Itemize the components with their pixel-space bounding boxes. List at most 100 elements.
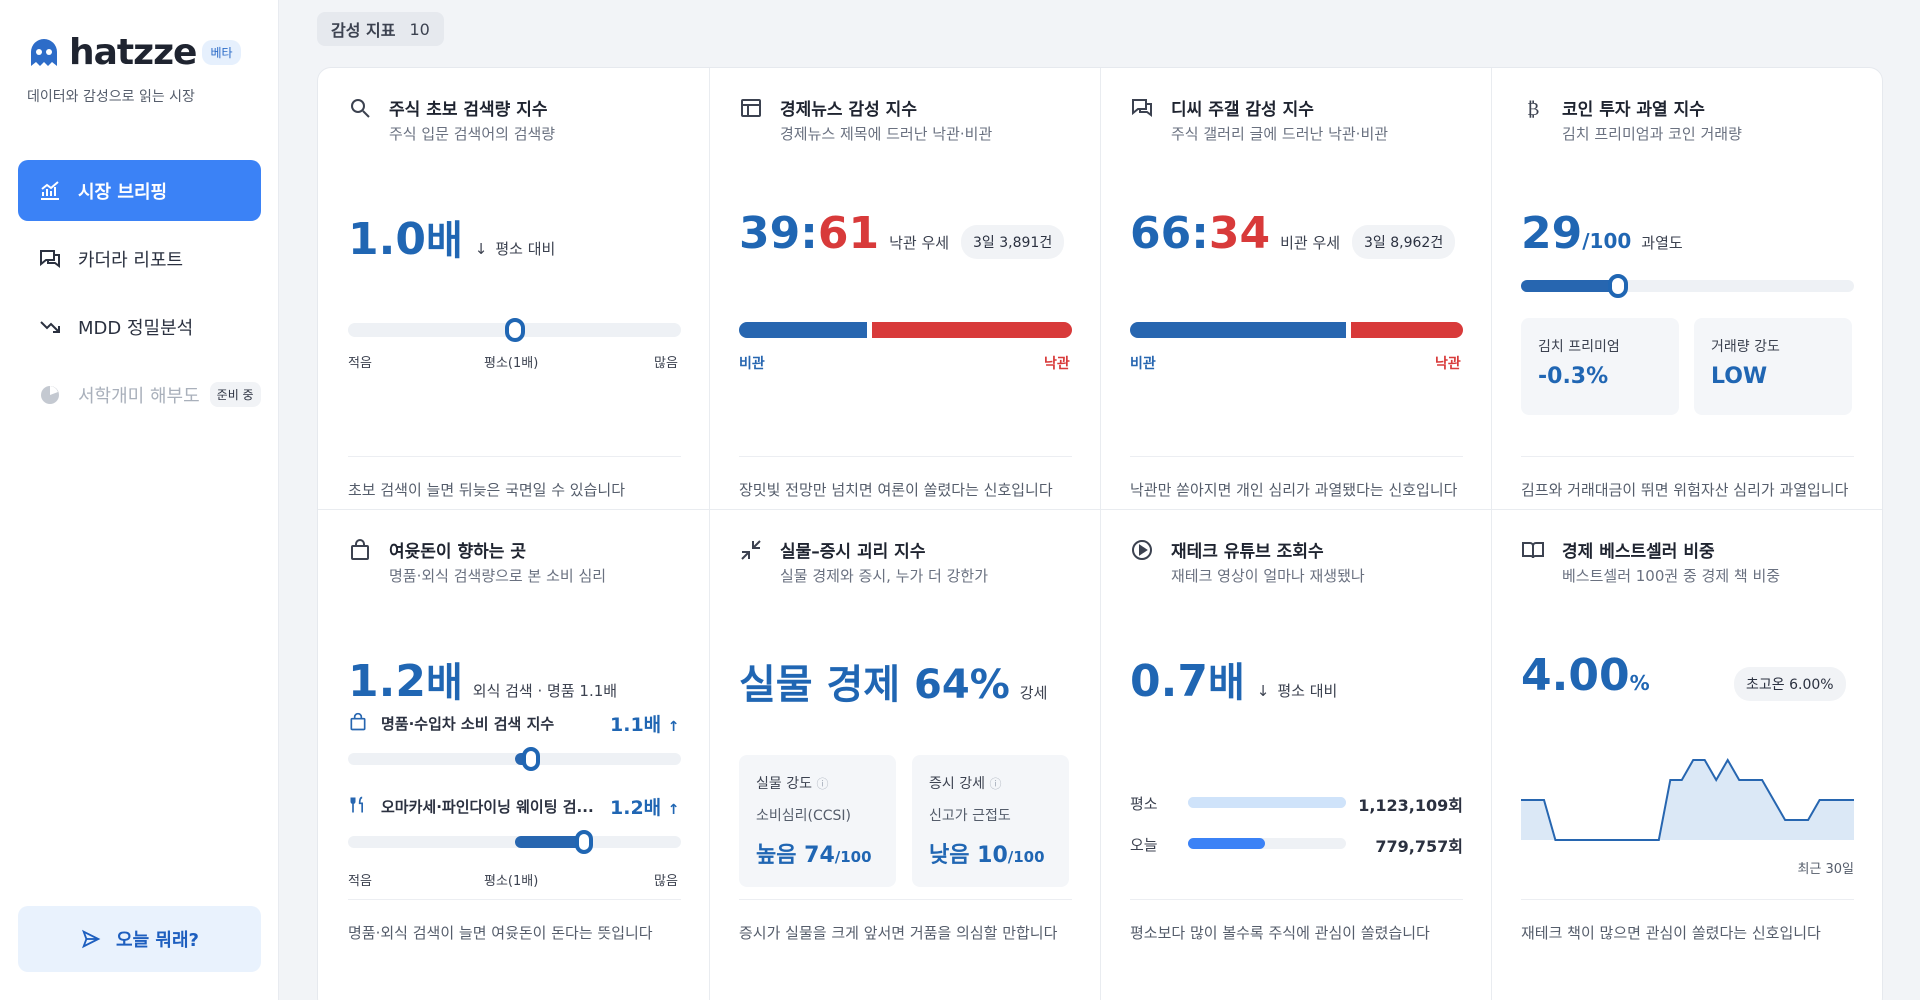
peak-badge: 초고온 6.00%: [1734, 667, 1846, 701]
card-title: 디씨 주갤 감성 지수: [1171, 100, 1314, 120]
section-tag: 감성 지표 10: [317, 12, 444, 46]
play-circle-icon: [1130, 538, 1154, 562]
bearish-label: 비관: [739, 356, 765, 372]
card-footer: 초보 검색이 늘면 뒤늦은 국면일 수 있습니다: [348, 456, 681, 500]
card-title: 주식 초보 검색량 지수: [389, 100, 548, 120]
value-unit: %: [1629, 671, 1650, 695]
section-count: 10: [409, 19, 430, 39]
sidebar-item-rumor-report[interactable]: 카더라 리포트: [18, 228, 261, 289]
tagline: 데이터와 감성으로 읽는 시장: [27, 89, 195, 105]
gauge-high-label: 많음: [654, 874, 678, 889]
indicator-grid: 주식 초보 검색량 지수 주식 입문 검색어의 검색량 1.0 배 ↓ 평소 대…: [317, 67, 1883, 1000]
card-title: 실물–증시 괴리 지수: [780, 542, 926, 562]
bullish-segment: [1351, 322, 1463, 338]
value-number: 1.0: [348, 214, 426, 265]
card-subtitle: 주식 갤러리 글에 드러난 낙관·비관: [1171, 125, 1389, 143]
bullish-segment: [871, 322, 1072, 338]
bearish-label: 비관: [1130, 356, 1156, 372]
divider: [1100, 68, 1101, 1000]
bag-icon: [348, 712, 368, 736]
sidebar-item-market-briefing[interactable]: 시장 브리핑: [18, 160, 261, 221]
pos-ratio: 34: [1208, 208, 1271, 259]
help-icon[interactable]: ⓘ: [816, 777, 829, 791]
arrow-down-icon: ↓: [1256, 682, 1270, 700]
card-real-vs-market[interactable]: 실물–증시 괴리 지수 실물 경제와 증시, 누가 더 강한가 실물 경제 64…: [709, 510, 1100, 952]
card-title: 여윳돈이 향하는 곳: [389, 542, 526, 562]
card-youtube-views[interactable]: 재테크 유튜브 조회수 재테크 영상이 얼마나 재생됐나 0.7 배 ↓ 평소 …: [1100, 510, 1491, 952]
card-subtitle: 베스트셀러 100권 중 경제 책 비중: [1562, 567, 1781, 585]
value-number: 29: [1521, 208, 1583, 259]
row-value: 1,123,109회: [1358, 796, 1463, 815]
value-number: 실물 경제 64%: [739, 662, 1010, 708]
divider: [1491, 68, 1492, 1000]
card-subtitle: 재테크 영상이 얼마나 재생됐나: [1171, 567, 1365, 585]
box-title-text: 실물 강도: [756, 776, 812, 792]
kimchi-premium-box: 김치 프리미엄 -0.3%: [1521, 318, 1679, 415]
bestseller-area-chart: [1521, 757, 1854, 841]
ratio-sep: :: [800, 208, 818, 259]
gauge-fill: [1521, 280, 1618, 292]
sentiment-bar: [1130, 322, 1463, 338]
area-fill: [1521, 760, 1854, 840]
today-button[interactable]: 오늘 뭐래?: [18, 906, 261, 972]
card-beginner-search[interactable]: 주식 초보 검색량 지수 주식 입문 검색어의 검색량 1.0 배 ↓ 평소 대…: [318, 68, 709, 510]
card-footer: 명품·외식 검색이 늘면 여윳돈이 돈다는 뜻입니다: [348, 899, 681, 943]
value-unit: 배: [1207, 660, 1245, 706]
value-note: 강세: [1019, 684, 1048, 702]
row-value: 1.2배 ↑: [610, 793, 680, 820]
kimchi-label: 김치 프리미엄: [1538, 339, 1620, 355]
card-footer: 증시가 실물을 크게 앞서면 거품을 의심할 만합니다: [739, 899, 1072, 943]
gauge-knob: [1607, 274, 1628, 298]
arrow-down-icon: ↓: [474, 240, 488, 258]
logo[interactable]: hatzze 베타: [27, 32, 241, 73]
gauge-knob: [522, 747, 541, 771]
coming-soon-badge: 준비 중: [209, 382, 261, 407]
market-strength-box: 증시 강세 ⓘ 신고가 근접도 낮음 10/100: [912, 755, 1069, 887]
bullish-label: 낙관: [1435, 356, 1461, 372]
gauge-high-label: 많음: [654, 356, 678, 371]
sidebar-item-western-ant[interactable]: 서학개미 해부도 준비 중: [18, 364, 261, 425]
bearish-segment: [1130, 322, 1347, 338]
box-value-unit: /100: [834, 848, 872, 866]
card-footer: 낙관만 쏟아지면 개인 심리가 과열됐다는 신호입니다: [1130, 456, 1463, 500]
book-icon: [1521, 538, 1545, 562]
card-subtitle: 김치 프리미엄과 코인 거래량: [1562, 125, 1742, 143]
card-econ-bestseller[interactable]: 경제 베스트셀러 비중 베스트셀러 100권 중 경제 책 비중 4.00 % …: [1491, 510, 1882, 952]
sidebar-item-mdd-analysis[interactable]: MDD 정밀분석: [18, 296, 261, 357]
neg-ratio: 66: [1130, 208, 1192, 259]
bearish-segment: [739, 322, 867, 338]
row-label: 명품·수입차 소비 검색 지수: [381, 715, 555, 733]
value-note: 평소 대비: [495, 240, 556, 258]
box-title: 실물 강도 ⓘ: [756, 773, 828, 793]
card-value: 66 : 34 비관 우세: [1130, 208, 1340, 259]
card-footer: 김프와 거래대금이 뛰면 위험자산 심리가 과열입니다: [1521, 456, 1854, 500]
row-value-text: 1.1배: [610, 714, 662, 736]
card-footer: 재테크 책이 많으면 관심이 쏠렸다는 신호입니다: [1521, 899, 1854, 943]
value-number: 1.2: [348, 656, 426, 707]
section-label: 감성 지표: [331, 21, 396, 40]
gauge-mid-label: 평소(1배): [484, 874, 539, 889]
divider: [318, 509, 1882, 510]
gauge-knob: [575, 830, 594, 854]
box-value-unit: /100: [1007, 848, 1045, 866]
count-badge: 3일 3,891건: [961, 225, 1065, 259]
send-icon: [80, 928, 102, 950]
count-badge: 3일 8,962건: [1352, 225, 1456, 259]
card-dc-gallery-sentiment[interactable]: 디씨 주갤 감성 지수 주식 갤러리 글에 드러난 낙관·비관 66 : 34 …: [1100, 68, 1491, 510]
bullish-label: 낙관: [1044, 356, 1070, 372]
brand-name: hatzze: [69, 32, 197, 73]
gauge-fill: [514, 836, 585, 848]
sidebar-nav: 시장 브리핑 카더라 리포트 MDD 정밀분석 서학개미 해부도 준비 중: [18, 160, 261, 432]
sidebar-item-label: 카더라 리포트: [78, 249, 184, 271]
card-title: 재테크 유튜브 조회수: [1171, 542, 1324, 562]
row-label: 평소: [1130, 795, 1158, 813]
value-note: 평소 대비: [1277, 682, 1338, 700]
card-econ-news-sentiment[interactable]: 경제뉴스 감성 지수 경제뉴스 제목에 드러난 낙관·비관 39 : 61 낙관…: [709, 68, 1100, 510]
card-coin-overheat[interactable]: ₿ 코인 투자 과열 지수 김치 프리미엄과 코인 거래량 29 /100 과열…: [1491, 68, 1882, 510]
fork-knife-icon: [348, 795, 368, 819]
help-icon[interactable]: ⓘ: [989, 777, 1002, 791]
shopping-bag-icon: [348, 538, 372, 562]
card-spare-money[interactable]: 여윳돈이 향하는 곳 명품·외식 검색량으로 본 소비 심리 1.2 배 외식 …: [318, 510, 709, 952]
card-title: 경제뉴스 감성 지수: [780, 100, 917, 120]
box-sub: 신고가 근접도: [929, 808, 1011, 824]
